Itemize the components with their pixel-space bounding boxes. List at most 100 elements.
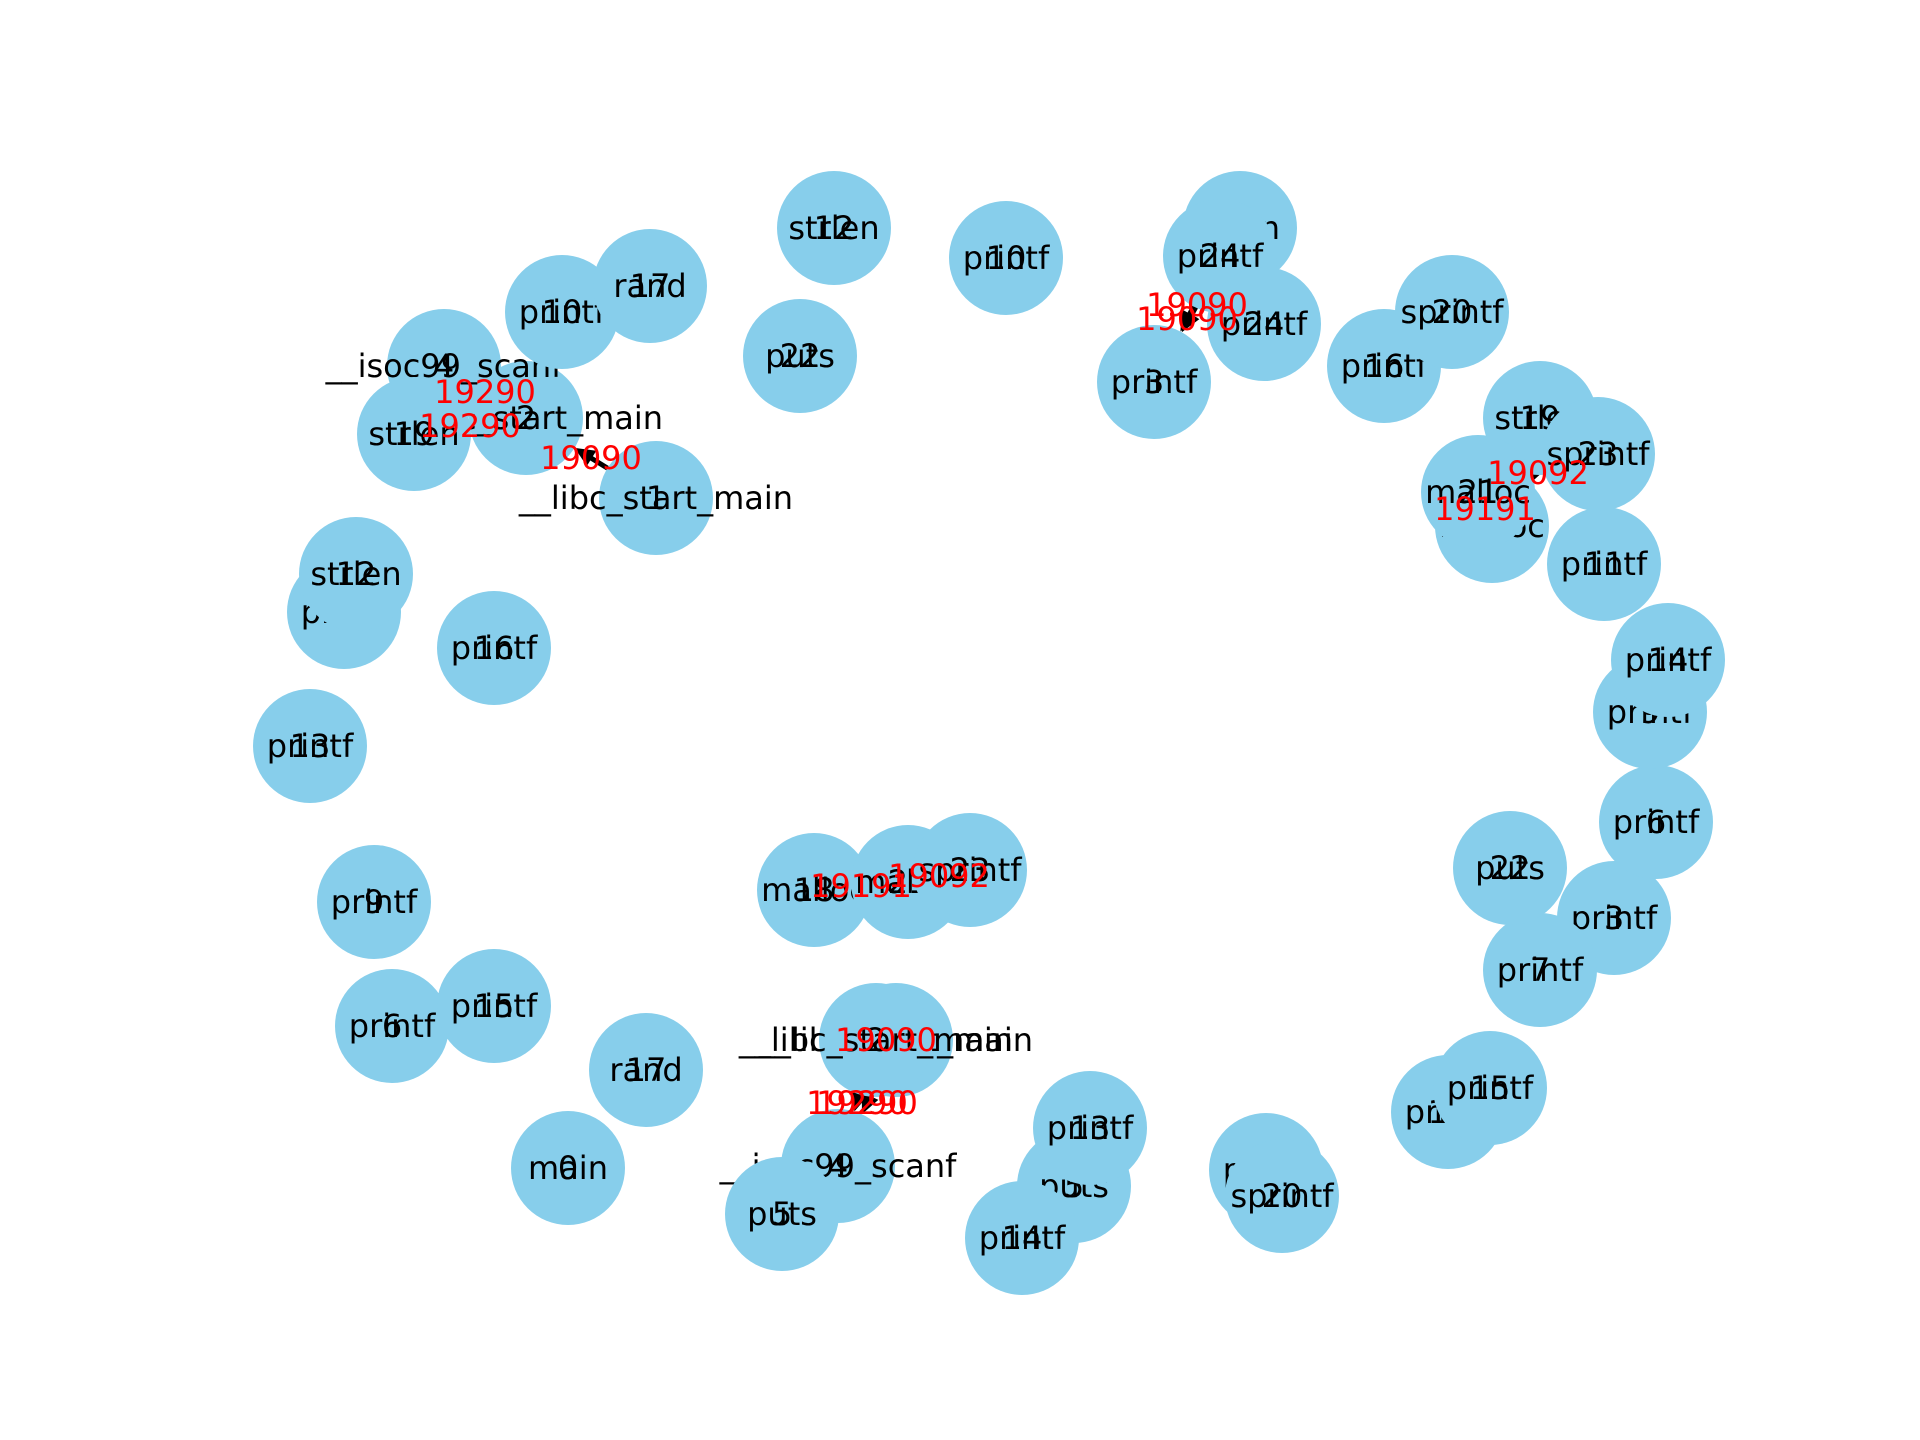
node-function-label: printf (1221, 305, 1308, 343)
node-index-label: 10 (986, 239, 1027, 277)
edge-label: 19090 (540, 439, 642, 477)
node-index-label: 17 (630, 267, 671, 305)
node-index-label: 10 (542, 293, 583, 331)
edge-label: 19191 (810, 867, 912, 905)
node-index-label: 16 (1364, 347, 1405, 385)
node-index-label: 14 (1648, 641, 1689, 679)
node-function-label: sprintf (1230, 1177, 1334, 1215)
node-function-label: printf (1571, 899, 1658, 937)
node-circle (469, 361, 583, 475)
node-circle (1421, 435, 1535, 549)
node-circle (511, 1111, 625, 1225)
node-index-label: 24 (1244, 305, 1285, 343)
node-circle (1453, 811, 1567, 925)
node-function-label: sprintf (1546, 435, 1650, 473)
node-circle (777, 171, 891, 285)
node-function-label: printf (267, 727, 354, 765)
node-function-label: sprintf (918, 851, 1022, 889)
node-circle (317, 845, 431, 959)
node-circle (1395, 255, 1509, 369)
node-function-label: printf (1447, 1069, 1534, 1107)
edge-label: 19090 (835, 1021, 937, 1059)
node-circle (599, 441, 713, 555)
node-index-label: 2 (866, 1021, 886, 1059)
node-circle (593, 229, 707, 343)
node-function-label: sprintf (1400, 293, 1504, 331)
node-index-label: 13 (1070, 1109, 1111, 1147)
node-function-label: malloc (1425, 473, 1531, 511)
node-circle (757, 833, 871, 947)
edge-label: 19290 (434, 373, 536, 411)
edge-label: 19090 (1136, 300, 1238, 338)
node-index-label: 1 (646, 479, 666, 517)
node-index-label: 22 (1490, 849, 1531, 887)
node-function-label: __libc_start_main (518, 479, 793, 517)
node-function-label: malloc (761, 871, 867, 909)
edge-label: 19092 (888, 857, 990, 895)
node-function-label: puts (1475, 849, 1545, 887)
edge-label: 19290 (806, 1084, 908, 1122)
edge-label: 19290 (816, 1084, 918, 1122)
node-circle (1097, 325, 1211, 439)
node-function-label: printf (451, 987, 538, 1025)
node-circle (965, 1181, 1079, 1295)
edge-arrowhead (861, 1092, 879, 1115)
node-function-label: strlen (368, 415, 459, 453)
node-function-label: printf (1561, 545, 1648, 583)
node-circle (1599, 765, 1713, 879)
node-index-label: 24 (1200, 237, 1241, 275)
node-function-label: printf (963, 239, 1050, 277)
node-index-label: 9 (364, 883, 384, 921)
node-circle (725, 1157, 839, 1271)
node-function-label: printf (1111, 363, 1198, 401)
node-circle (913, 813, 1027, 927)
node-index-label: 11 (1584, 545, 1625, 583)
node-function-label: strlen (310, 555, 401, 593)
node-function-label: printf (451, 629, 538, 667)
node-index-label: 14 (1002, 1219, 1043, 1257)
node-index-label: 20 (1432, 293, 1473, 331)
node-function-label: puts (765, 337, 835, 375)
node-function-label: printf (519, 293, 606, 331)
node-index-label: 4 (434, 347, 454, 385)
node-function-label: printf (349, 1007, 436, 1045)
node-circle (949, 201, 1063, 315)
node-function-label: puts (747, 1195, 817, 1233)
node-circle (589, 1013, 703, 1127)
node-index-label: 5 (772, 1195, 792, 1233)
node-index-label: 6 (382, 1007, 402, 1045)
node-index-label: 2 (516, 399, 536, 437)
node-circle (1483, 913, 1597, 1027)
node-function-label: rand (609, 1051, 682, 1089)
node-function-label: printf (979, 1219, 1066, 1257)
node-index-label: 23 (1578, 435, 1619, 473)
node-circle (743, 299, 857, 413)
node-function-label: printf (1497, 951, 1584, 989)
graph-edge (574, 447, 609, 471)
node-circle (253, 689, 367, 803)
node-index-label: 18 (794, 871, 835, 909)
node-function-label: strlen (788, 209, 879, 247)
node-circle (1207, 267, 1321, 381)
edge-arrowhead (1180, 309, 1198, 332)
node-layer: main0main0__libc_start_main1__libc_start… (253, 171, 1725, 1295)
node-circle (1541, 397, 1655, 511)
node-function-label: main (528, 1149, 608, 1187)
